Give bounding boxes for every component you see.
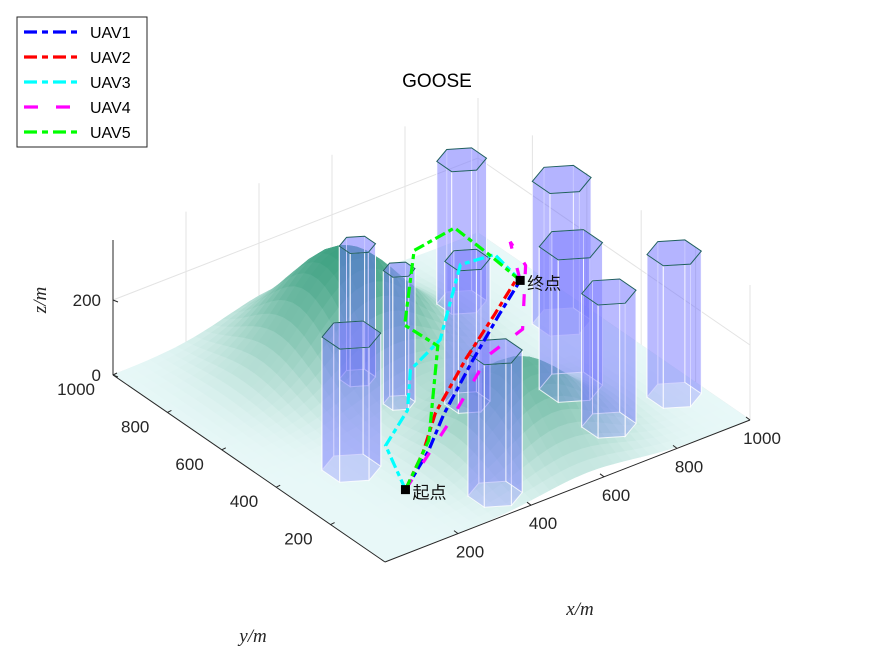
path-uav4	[404, 240, 528, 491]
z-tick-label: 200	[73, 291, 101, 310]
legend-item-uav3[interactable]: UAV3	[24, 75, 131, 92]
z-tick	[112, 299, 119, 303]
obstacle	[580, 278, 637, 440]
y-tick	[221, 447, 227, 451]
legend-item-uav2[interactable]: UAV2	[24, 50, 131, 67]
obstacle-top	[646, 239, 703, 267]
legend-item-uav1[interactable]: UAV1	[24, 25, 131, 42]
grid-line	[112, 157, 751, 346]
goal-marker	[515, 275, 525, 285]
z-tick	[112, 374, 119, 378]
x-axis-label: x/m	[565, 599, 593, 620]
start-goal-markers: 起点 终点	[400, 274, 561, 504]
y-axis-label: y/m	[237, 626, 266, 647]
start-marker	[400, 485, 410, 495]
z-axis-label: z/m	[30, 287, 51, 314]
x-tick-label: 400	[529, 514, 557, 533]
legend[interactable]: UAV1 UAV2 UAV3 UAV4 UAV5	[16, 16, 148, 148]
legend-label: UAV4	[90, 100, 131, 117]
obstacle-side	[538, 245, 559, 404]
y-axis-line	[112, 374, 386, 563]
path-uav1	[404, 279, 522, 491]
x-tick-label: 800	[675, 457, 703, 476]
x-tick-label: 200	[456, 543, 484, 562]
x-tick	[745, 416, 751, 421]
obstacle-top	[531, 164, 592, 195]
legend-label: UAV3	[90, 75, 131, 92]
y-tick-label: 600	[175, 455, 203, 474]
y-tick-label: 200	[284, 530, 312, 549]
x-tick-label: 1000	[743, 429, 781, 448]
obstacle-side	[382, 269, 394, 412]
y-tick-label: 800	[121, 417, 149, 436]
x-tick	[672, 444, 678, 449]
obstacle-top	[382, 261, 416, 278]
obstacle-top	[538, 229, 604, 261]
goal-label: 终点	[527, 274, 561, 294]
y-tick-label: 1000	[57, 380, 95, 399]
legend-label: UAV2	[90, 50, 131, 67]
y-tick-label: 400	[230, 492, 258, 511]
x-tick-label: 600	[602, 486, 630, 505]
obstacle-side	[321, 336, 341, 484]
obstacle-top	[338, 235, 377, 255]
uav-paths	[383, 225, 528, 491]
y-tick	[275, 484, 281, 488]
obstacle-side	[646, 253, 664, 410]
start-label: 起点	[412, 484, 446, 504]
chart-title: GOOSE	[402, 71, 472, 92]
axes-edges	[112, 240, 751, 563]
obstacles	[321, 146, 703, 509]
y-tick	[330, 522, 335, 526]
path-uav5	[402, 225, 522, 491]
obstacle	[338, 235, 377, 388]
obstacle	[382, 261, 416, 412]
x-tick	[599, 473, 605, 478]
x-tick	[453, 530, 459, 534]
obstacle-top	[436, 147, 488, 173]
legend-label: UAV5	[90, 125, 131, 142]
legend-item-uav4[interactable]: UAV4	[24, 100, 131, 117]
legend-label: UAV1	[90, 25, 131, 42]
x-axis-line	[384, 419, 751, 563]
obstacle	[321, 320, 382, 484]
obstacle-top	[580, 278, 637, 306]
y-tick	[112, 372, 118, 376]
x-tick	[526, 501, 532, 506]
obstacle-top	[321, 320, 382, 350]
legend-box	[16, 16, 148, 148]
obstacle-side	[581, 292, 599, 440]
legend-item-uav5[interactable]: UAV5	[24, 125, 131, 142]
y-tick	[167, 409, 172, 413]
z-tick-label: 0	[92, 366, 101, 385]
obstacle	[646, 238, 703, 410]
obstacle	[467, 337, 523, 509]
